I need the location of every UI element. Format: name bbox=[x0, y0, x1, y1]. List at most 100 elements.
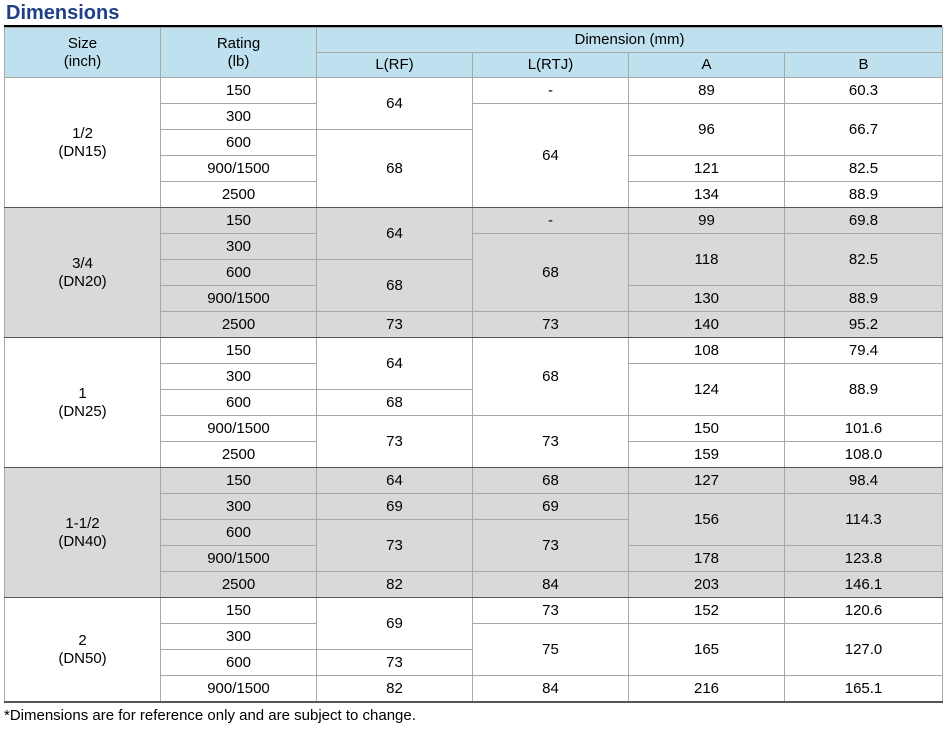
b-cell: 79.4 bbox=[783, 337, 944, 364]
l-rf-cell: 82 bbox=[316, 571, 473, 598]
rating-cell: 900/1500 bbox=[160, 675, 317, 703]
a-cell: 178 bbox=[628, 545, 785, 572]
rating-cell: 150 bbox=[160, 597, 317, 624]
table-row: 2500 73 73 140 95.2 bbox=[5, 311, 944, 338]
header-dimension: Dimension (mm) bbox=[315, 27, 944, 53]
table-row: 900/1500 73 73 150 101.6 bbox=[5, 415, 944, 468]
table-row: 300 124 88.9 bbox=[5, 363, 944, 416]
rating-cell: 300 bbox=[160, 363, 317, 390]
rating-cell: 2500 bbox=[160, 441, 317, 468]
l-rtj-cell: 68 bbox=[472, 233, 629, 312]
a-cell: 121 bbox=[628, 155, 785, 182]
l-rtj-cell: 64 bbox=[472, 103, 629, 208]
table-row: 900/1500 130 88.9 bbox=[5, 285, 944, 312]
b-cell: 108.0 bbox=[783, 441, 944, 468]
b-cell: 88.9 bbox=[783, 363, 944, 416]
table-row: 900/1500 178 123.8 bbox=[5, 545, 944, 572]
page-title: Dimensions bbox=[6, 2, 120, 24]
a-cell: 96 bbox=[628, 103, 785, 156]
l-rf-cell: 64 bbox=[316, 337, 473, 390]
l-rf-cell: 64 bbox=[316, 77, 473, 130]
table-row: 300 69 69 156 114.3 bbox=[5, 493, 944, 546]
table-row: 300 64 96 66.7 bbox=[5, 103, 944, 208]
b-cell: 165.1 bbox=[783, 675, 944, 703]
b-cell: 101.6 bbox=[783, 415, 944, 442]
l-rtj-cell: - bbox=[472, 77, 629, 104]
b-cell: 82.5 bbox=[783, 155, 944, 182]
footnote: *Dimensions are for reference only and a… bbox=[4, 707, 416, 724]
l-rtj-cell: 75 bbox=[472, 623, 629, 676]
table-row: 300 75 165 127.0 bbox=[5, 623, 944, 676]
table-row: 2500 159 108.0 bbox=[5, 441, 944, 468]
header-a: A bbox=[628, 52, 785, 78]
l-rtj-cell: 84 bbox=[472, 571, 629, 598]
size-cell: 3/4 (DN20) bbox=[4, 207, 161, 338]
table-row: 3/4 (DN20) 150 64 - 99 69.8 bbox=[4, 207, 944, 338]
a-cell: 156 bbox=[628, 493, 785, 546]
table-row: 2 (DN50) 150 69 73 152 120.6 bbox=[4, 597, 944, 703]
l-rtj-cell: 69 bbox=[472, 493, 629, 520]
l-rf-cell: 73 bbox=[316, 649, 473, 676]
size-cell: 1-1/2 (DN40) bbox=[4, 467, 161, 598]
l-rf-cell: 68 bbox=[316, 129, 473, 208]
l-rf-cell: 68 bbox=[316, 259, 473, 312]
a-cell: 140 bbox=[628, 311, 785, 338]
rating-cell: 2500 bbox=[160, 181, 317, 208]
rating-cell: 300 bbox=[160, 233, 317, 260]
l-rf-cell: 69 bbox=[316, 597, 473, 650]
l-rtj-cell: 84 bbox=[472, 675, 629, 703]
header-b: B bbox=[783, 52, 944, 78]
l-rtj-cell: 68 bbox=[472, 467, 629, 494]
table-row: 600 73 73 bbox=[5, 519, 943, 572]
b-cell: 95.2 bbox=[783, 311, 944, 338]
rating-cell: 900/1500 bbox=[160, 285, 317, 312]
a-cell: 216 bbox=[628, 675, 785, 703]
b-cell: 146.1 bbox=[783, 571, 944, 598]
a-cell: 130 bbox=[628, 285, 785, 312]
rating-cell: 600 bbox=[160, 519, 317, 546]
b-cell: 127.0 bbox=[783, 623, 944, 676]
l-rf-cell: 73 bbox=[316, 519, 473, 572]
header-l-rtj: L(RTJ) bbox=[472, 52, 629, 78]
header-size: Size (inch) bbox=[4, 27, 161, 78]
rating-cell: 900/1500 bbox=[160, 545, 317, 572]
rating-cell: 600 bbox=[160, 129, 317, 156]
b-cell: 88.9 bbox=[783, 181, 944, 208]
l-rf-cell: 64 bbox=[316, 467, 473, 494]
b-cell: 66.7 bbox=[783, 103, 944, 156]
header-l-rf: L(RF) bbox=[316, 52, 473, 78]
title-divider bbox=[4, 25, 942, 27]
b-cell: 114.3 bbox=[783, 493, 944, 546]
b-cell: 123.8 bbox=[783, 545, 944, 572]
a-cell: 165 bbox=[628, 623, 785, 676]
a-cell: 134 bbox=[628, 181, 785, 208]
b-cell: 69.8 bbox=[783, 207, 944, 234]
l-rf-cell: 64 bbox=[316, 207, 473, 260]
b-cell: 88.9 bbox=[783, 285, 944, 312]
a-cell: 152 bbox=[628, 597, 785, 624]
a-cell: 127 bbox=[628, 467, 785, 494]
rating-cell: 300 bbox=[160, 493, 317, 520]
rating-cell: 2500 bbox=[160, 311, 317, 338]
l-rtj-cell: 73 bbox=[472, 597, 629, 624]
rating-cell: 600 bbox=[160, 649, 317, 676]
rating-cell: 300 bbox=[160, 103, 317, 130]
rating-cell: 900/1500 bbox=[160, 415, 317, 442]
l-rf-cell: 73 bbox=[316, 311, 473, 338]
b-cell: 82.5 bbox=[783, 233, 944, 286]
rating-cell: 600 bbox=[160, 389, 317, 416]
a-cell: 150 bbox=[628, 415, 785, 442]
rating-cell: 600 bbox=[160, 259, 317, 286]
a-cell: 203 bbox=[628, 571, 785, 598]
table-row: 900/1500 82 84 216 165.1 bbox=[5, 675, 944, 703]
l-rf-cell: 69 bbox=[316, 493, 473, 520]
a-cell: 124 bbox=[628, 363, 785, 416]
l-rtj-cell: 73 bbox=[472, 415, 629, 468]
size-cell: 1/2 (DN15) bbox=[4, 77, 161, 208]
b-cell: 60.3 bbox=[783, 77, 944, 104]
table-row: 600 73 bbox=[5, 649, 943, 676]
table-row: 1/2 (DN15) 150 64 - 89 60.3 bbox=[4, 77, 944, 208]
a-cell: 108 bbox=[628, 337, 785, 364]
b-cell: 120.6 bbox=[783, 597, 944, 624]
l-rf-cell: 68 bbox=[316, 389, 473, 416]
